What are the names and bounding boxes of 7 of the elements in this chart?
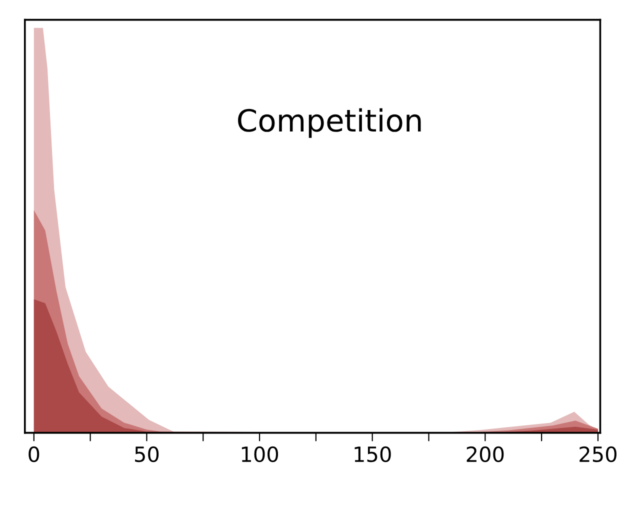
x-tick-label: 200 [466, 446, 504, 462]
annotation: Competition [238, 108, 421, 138]
x-tick-label: 0 [28, 446, 40, 462]
x-tick-label: 250 [580, 446, 616, 462]
x-tick-label: 100 [242, 446, 278, 462]
x-tick-label: 150 [354, 446, 391, 462]
x-tick-label: 50 [135, 446, 159, 462]
